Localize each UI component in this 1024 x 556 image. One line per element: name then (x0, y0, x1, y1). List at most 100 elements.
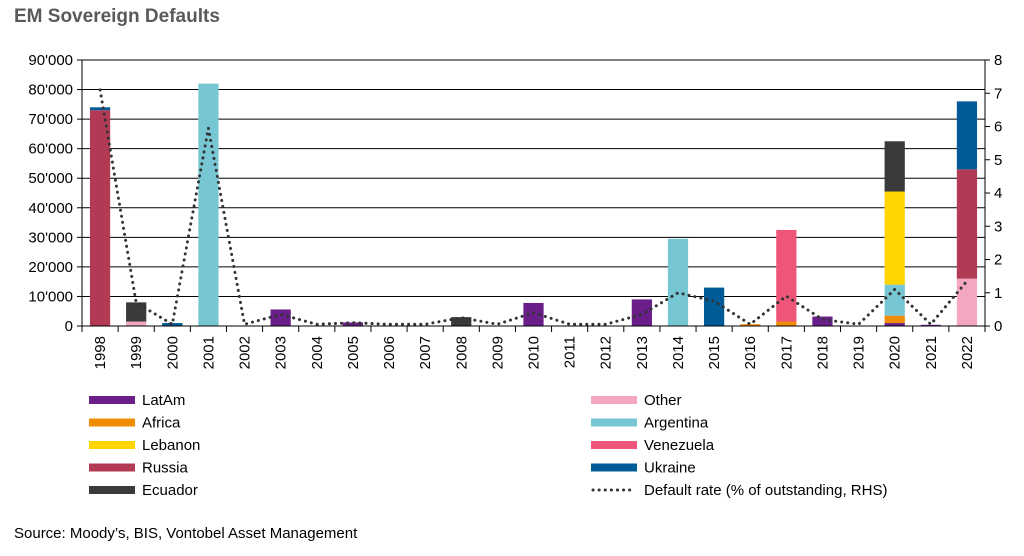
x-axis-labels: 1998 1999 2000 2001 2002 2003 2004 2005 2006 2007… (92, 336, 976, 369)
x-axis-label: 2005 (345, 336, 362, 369)
bar-russia-1998 (89, 110, 111, 326)
em-sovereign-defaults-chart: 0 10'000 20'000 30'000 40'000 50'000 60'000 70'… (28, 52, 1002, 499)
x-axis-label: 2000 (164, 336, 181, 369)
legend-swatch-russia (89, 463, 135, 472)
bar-ukraine-1998 (89, 107, 111, 111)
x-axis-label: 2003 (273, 336, 290, 369)
gridlines (82, 59, 985, 297)
bar-africa-2017 (776, 321, 797, 326)
legend-label-lebanon: Lebanon (142, 437, 200, 454)
bar-argentina-2014 (667, 238, 689, 326)
bar-argentina-2001 (198, 83, 219, 327)
x-axis-label: 2007 (417, 336, 434, 369)
bar-stacks (89, 83, 978, 327)
source-note: Source: Moody’s, BIS, Vontobel Asset Man… (14, 525, 358, 542)
left-axis-labels: 0 10'000 20'000 30'000 40'000 50'000 60'000 70'… (28, 52, 73, 335)
right-axis-label: 5 (994, 152, 1002, 169)
bar-latam-2018 (812, 316, 833, 326)
legend-label-other: Other (644, 392, 682, 409)
right-axis-label: 0 (994, 318, 1002, 335)
right-axis-label: 4 (994, 185, 1002, 202)
bar-africa-2016 (740, 324, 761, 326)
x-axis-label: 2001 (200, 336, 217, 369)
x-axis-label: 1999 (128, 336, 145, 369)
x-axis-label: 1998 (92, 336, 109, 369)
bar-latam-2020 (884, 323, 905, 326)
left-axis-label: 30'000 (28, 229, 73, 246)
legend-label-default-rate-of-outstanding-rhs: Default rate (% of outstanding, RHS) (644, 482, 887, 499)
bar-ukraine-2000 (162, 323, 183, 326)
legend-label-argentina: Argentina (644, 415, 709, 432)
right-axis-label: 2 (994, 252, 1002, 269)
right-axis-label: 3 (994, 218, 1002, 235)
x-axis-label: 2008 (453, 336, 470, 369)
bar-venezuela-2017 (776, 229, 797, 322)
x-axis-label: 2009 (489, 336, 506, 369)
bar-ecuador-2020 (884, 141, 905, 192)
default-rate-series-line (98, 88, 969, 327)
legend-swatch-latam (89, 396, 135, 404)
bar-russia-2022 (956, 169, 978, 279)
legend-swatch-ecuador (89, 486, 135, 494)
bar-other-2022 (956, 278, 978, 326)
legend-label-ukraine: Ukraine (644, 460, 696, 477)
right-axis-label: 6 (994, 119, 1002, 136)
left-axis-label: 10'000 (28, 288, 73, 305)
left-axis-label: 20'000 (28, 259, 73, 276)
bar-latam-2013 (631, 299, 652, 326)
bar-ukraine-2022 (956, 101, 978, 170)
x-axis-label: 2021 (923, 336, 940, 369)
bar-latam-2010 (523, 302, 544, 326)
bar-ecuador-2008 (451, 317, 472, 326)
legend-swatch-other (591, 396, 637, 404)
left-axis-label: 60'000 (28, 141, 73, 158)
bar-latam-2021 (920, 324, 941, 326)
left-axis-label: 0 (65, 318, 73, 335)
x-axis-label: 2006 (381, 336, 398, 369)
bar-latam-2005 (342, 322, 364, 326)
x-axis-label: 2004 (309, 336, 326, 369)
legend-label-russia: Russia (142, 460, 189, 477)
x-axis-label: 2018 (814, 336, 831, 369)
x-axis-label: 2011 (562, 336, 579, 368)
left-axis-label: 40'000 (28, 200, 73, 217)
default-rate-line (98, 88, 969, 327)
bar-other-1999 (126, 321, 147, 326)
x-axis-label: 2019 (851, 336, 868, 369)
chart-title: EM Sovereign Defaults (14, 6, 220, 27)
bar-lebanon-2020 (884, 191, 905, 285)
right-axis-label: 1 (994, 285, 1002, 302)
left-axis-label: 50'000 (28, 170, 73, 187)
bar-ecuador-1999 (126, 302, 147, 322)
left-axis-label: 70'000 (28, 111, 73, 128)
bar-latam-2003 (270, 309, 291, 326)
x-axis-label: 2010 (526, 336, 543, 369)
left-axis-label: 90'000 (28, 52, 73, 69)
legend-label-africa: Africa (142, 415, 181, 432)
bar-ukraine-2015 (703, 287, 725, 326)
legend-label-venezuela: Venezuela (644, 437, 715, 454)
x-axis-label: 2017 (778, 336, 795, 369)
x-axis-label: 2014 (670, 336, 687, 369)
left-axis-label: 80'000 (28, 82, 73, 99)
right-axis-label: 7 (994, 85, 1002, 102)
x-axis-label: 2016 (742, 336, 759, 369)
bar-africa-2020 (884, 315, 905, 324)
legend-swatch-argentina (591, 418, 637, 427)
legend-swatch-lebanon (89, 441, 135, 449)
x-axis-label: 2013 (634, 336, 651, 369)
x-axis-label: 2015 (706, 336, 723, 369)
x-axis-label: 2012 (598, 336, 615, 369)
legend-swatch-venezuela (591, 441, 637, 449)
legend-swatch-ukraine (591, 463, 637, 472)
legend-label-latam: LatAm (142, 392, 185, 409)
legend-label-ecuador: Ecuador (142, 482, 198, 499)
legend: LatAm Africa Lebanon Russia Ecuador Other Arge… (89, 392, 887, 499)
legend-swatch-africa (89, 418, 135, 427)
axes (77, 59, 990, 332)
x-axis-label: 2002 (237, 336, 254, 369)
right-axis-labels: 0 1 2 3 4 5 6 7 8 (994, 52, 1002, 335)
x-axis-label: 2020 (887, 336, 904, 369)
right-axis-label: 8 (994, 52, 1002, 69)
x-axis-label: 2022 (959, 336, 976, 369)
